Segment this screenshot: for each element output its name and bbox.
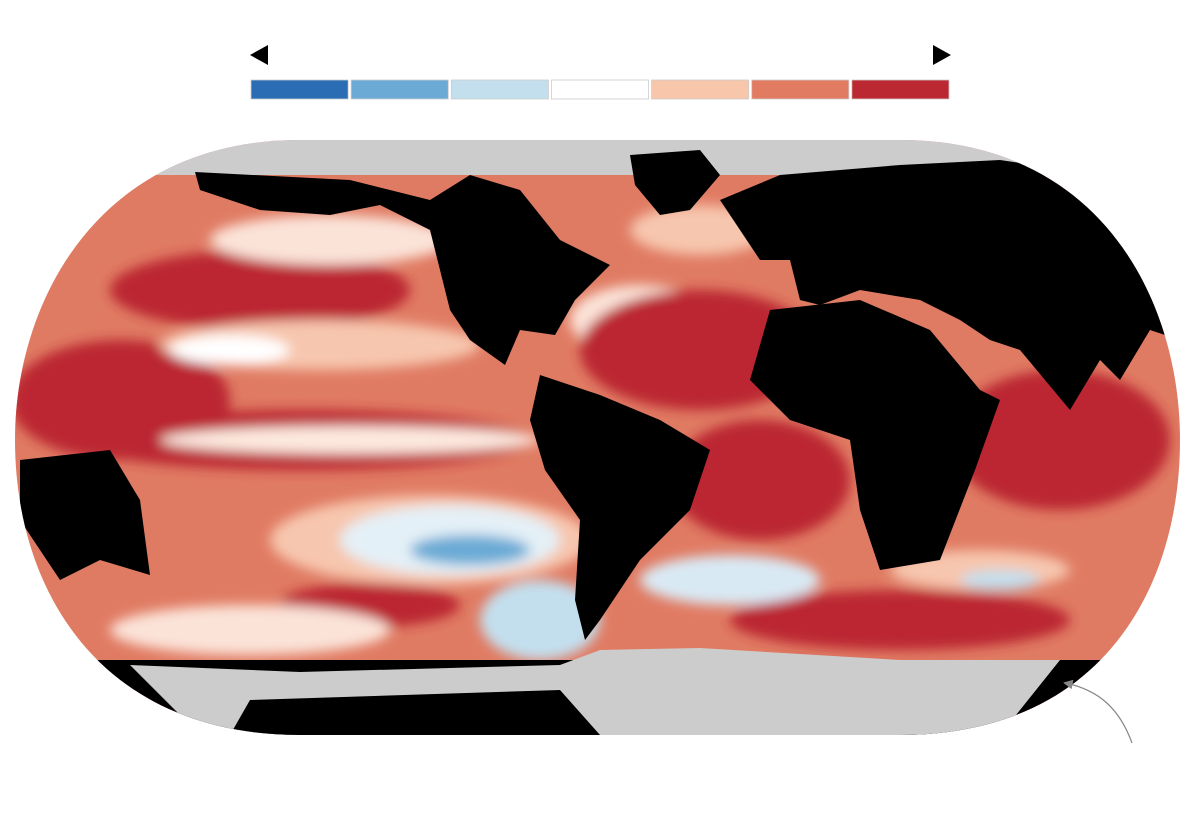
legend-swatch — [551, 79, 649, 100]
legend-arrow-left — [250, 45, 268, 65]
map — [15, 140, 1180, 735]
legend-swatch — [450, 79, 549, 100]
antarctica — [230, 690, 600, 735]
legend-swatch — [350, 79, 449, 100]
legend — [250, 79, 950, 100]
legend-swatch — [851, 79, 950, 100]
legend-swatch — [651, 79, 750, 100]
legend-swatch — [250, 79, 349, 100]
legend-arrow-right — [933, 45, 951, 65]
annotation-arrow — [1063, 679, 1133, 744]
legend-swatch — [751, 79, 850, 100]
anomaly-patches — [15, 205, 1170, 660]
